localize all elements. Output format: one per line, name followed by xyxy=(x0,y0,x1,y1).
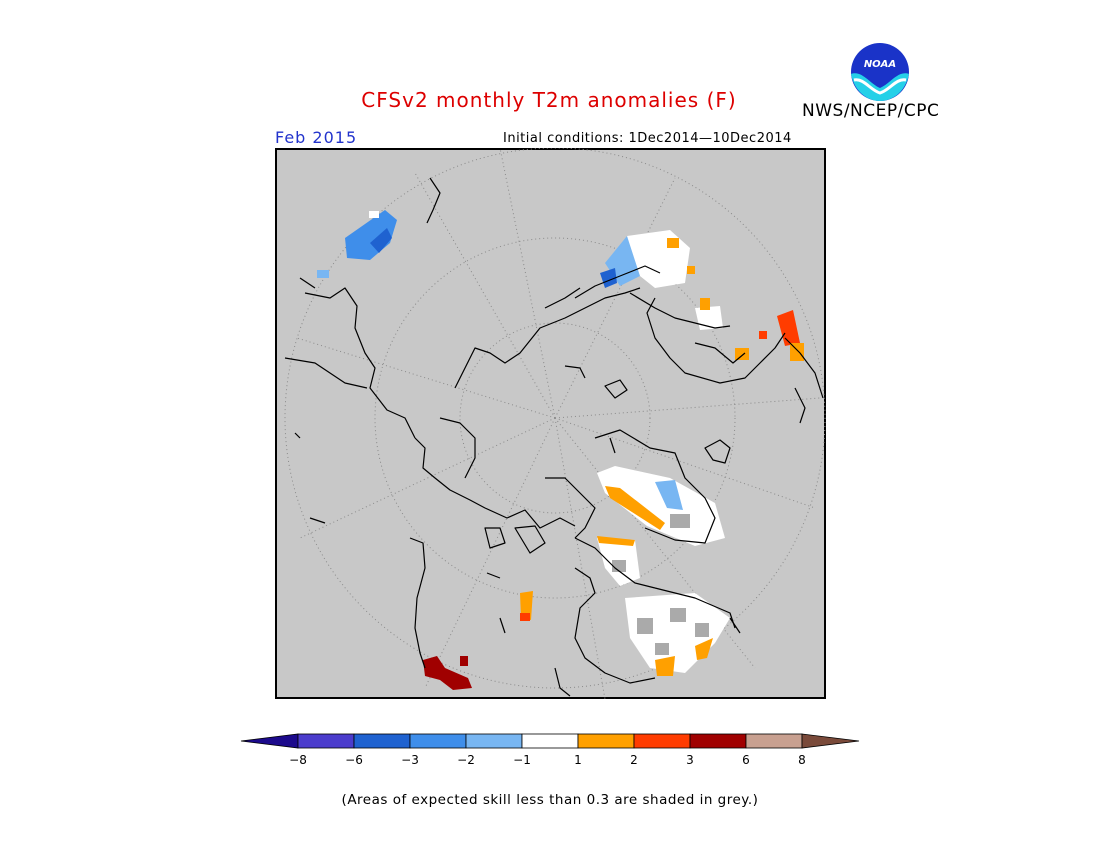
forecast-month: Feb 2015 xyxy=(275,128,358,147)
colorbar-extend-high xyxy=(801,733,860,749)
colorbar-bin-4 xyxy=(465,733,523,749)
anomaly-shading xyxy=(317,210,804,690)
colorbar-bin-9 xyxy=(745,733,803,749)
coastlines xyxy=(284,177,824,697)
colorbar-swatches xyxy=(240,733,860,749)
tick-label: −3 xyxy=(401,753,419,767)
colorbar-bin-8 xyxy=(689,733,747,749)
skill-footnote: (Areas of expected skill less than 0.3 a… xyxy=(341,792,759,808)
tick-label: 3 xyxy=(686,753,694,767)
logo-text: NOAA xyxy=(864,59,896,70)
tick-label: −6 xyxy=(345,753,363,767)
tick-label: −8 xyxy=(289,753,307,767)
tick-label: 8 xyxy=(798,753,806,767)
region-south-atlantic xyxy=(520,591,533,620)
agency-label: NWS/NCEP/CPC xyxy=(802,101,940,121)
colorbar-extend-low xyxy=(240,733,299,749)
graticule xyxy=(284,148,826,699)
noaa-logo-icon: NOAA xyxy=(849,41,911,103)
region-east-asia xyxy=(695,306,723,330)
polar-map xyxy=(275,148,826,699)
tick-label: −1 xyxy=(513,753,531,767)
colorbar-bin-3 xyxy=(409,733,467,749)
map-title: CFSv2 monthly T2m anomalies (F) xyxy=(0,88,1100,112)
tick-label: −2 xyxy=(457,753,475,767)
initial-conditions: Initial conditions: 1Dec2014—10Dec2014 xyxy=(503,131,792,146)
tick-label: 6 xyxy=(742,753,750,767)
colorbar-bin-7 xyxy=(633,733,691,749)
colorbar: −8 −6 −3 −2 −1 1 2 3 6 8 xyxy=(240,733,860,767)
region-north-america-west xyxy=(345,210,397,260)
tick-label: 1 xyxy=(574,753,582,767)
colorbar-bin-1 xyxy=(297,733,355,749)
title-text: CFSv2 monthly T2m anomalies (F) xyxy=(361,88,737,112)
tick-label: 2 xyxy=(630,753,638,767)
region-europe xyxy=(597,466,725,546)
colorbar-bin-5 xyxy=(521,733,579,749)
colorbar-bin-2 xyxy=(353,733,411,749)
region-south-america xyxy=(423,656,472,690)
colorbar-ticks: −8 −6 −3 −2 −1 1 2 3 6 8 xyxy=(289,753,806,767)
colorbar-bin-6 xyxy=(577,733,635,749)
region-north-america-west-dark xyxy=(370,228,392,253)
